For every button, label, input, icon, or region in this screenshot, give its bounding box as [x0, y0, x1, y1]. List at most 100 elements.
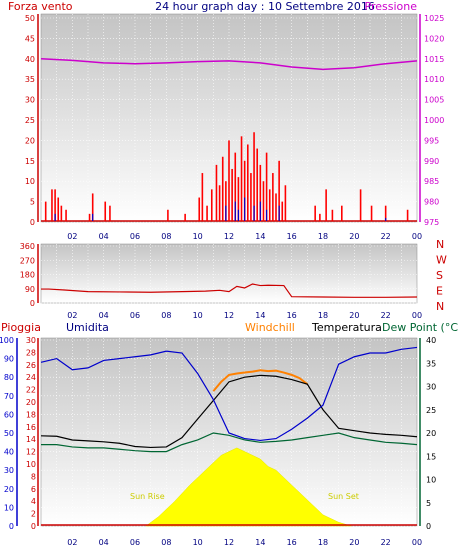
rain-y-tick: 6	[31, 485, 36, 494]
temp-x-tick: 00	[412, 538, 422, 547]
direction-y-tick: 360	[20, 242, 35, 251]
direction-x-tick: 14	[255, 311, 265, 320]
wind-x-tick: 06	[130, 232, 140, 241]
direction-y-tick: 90	[25, 285, 35, 294]
humidity-y-tick: 50	[4, 429, 14, 438]
temp-x-tick: 14	[255, 538, 265, 547]
pressure-y-tick: 1000	[424, 116, 444, 125]
direction-x-tick: 20	[349, 311, 359, 320]
temp-x-tick: 10	[193, 538, 203, 547]
rain-y-tick: 4	[31, 497, 36, 506]
direction-x-tick: 04	[99, 311, 109, 320]
compass-label: N	[436, 238, 444, 251]
pressure-line	[40, 58, 418, 71]
rain-y-tick: 20	[26, 398, 36, 407]
wind-x-tick: 12	[224, 232, 234, 241]
wind-x-tick: 18	[318, 232, 328, 241]
wind-title: Forza vento	[8, 0, 73, 13]
sun-set-label: Sun Set	[328, 492, 359, 501]
direction-x-tick: 00	[412, 311, 422, 320]
solar-area	[145, 447, 352, 527]
temp-y-tick: 40	[426, 336, 436, 345]
temp-x-tick: 16	[287, 538, 297, 547]
humidity-y-tick: 30	[4, 466, 14, 475]
pressure-y-tick: 985	[424, 177, 439, 186]
direction-x-tick: 22	[381, 311, 391, 320]
temp-x-tick: 12	[224, 538, 234, 547]
rain-y-tick: 18	[26, 410, 36, 419]
pressure-y-tick: 980	[424, 198, 439, 207]
rain-y-tick: 28	[26, 348, 36, 357]
wind-x-tick: 10	[193, 232, 203, 241]
direction-x-tick: 10	[193, 311, 203, 320]
humidity-y-tick: 0	[9, 522, 14, 531]
wind-y-tick: 45	[25, 34, 35, 43]
humidity-y-tick: 80	[4, 373, 14, 382]
pressure-y-tick: 1010	[424, 75, 444, 84]
temp-y-tick: 10	[426, 476, 436, 485]
wind-x-tick: 00	[412, 232, 422, 241]
dewpoint-line	[41, 432, 418, 453]
compass-label: W	[436, 254, 447, 267]
pressure-title: Pressione	[365, 0, 418, 13]
wind-x-tick: 04	[99, 232, 109, 241]
rain-y-tick: 8	[31, 472, 36, 481]
humidity-y-tick: 20	[4, 485, 14, 494]
rain-y-tick: 26	[26, 361, 36, 370]
windchill-label: Windchill	[245, 321, 295, 334]
chart-title: 24 hour graph day : 10 Settembre 2016	[155, 0, 375, 13]
temp-x-tick: 08	[161, 538, 171, 547]
direction-line	[41, 283, 418, 298]
rain-y-tick: 2	[31, 510, 36, 519]
rain-y-tick: 24	[26, 373, 36, 382]
rain-y-tick: 14	[26, 435, 36, 444]
humidity-y-tick: 70	[4, 392, 14, 401]
temp-y-tick: 15	[426, 452, 436, 461]
wind-x-tick: 02	[67, 232, 77, 241]
windchill-line	[212, 369, 308, 392]
wind-y-tick: 40	[25, 55, 35, 64]
compass-label: S	[436, 269, 443, 282]
temp-x-tick: 06	[130, 538, 140, 547]
temp-y-tick: 35	[426, 359, 436, 368]
pressure-y-tick: 1020	[424, 34, 444, 43]
direction-x-tick: 16	[287, 311, 297, 320]
temp-y-tick: 30	[426, 383, 436, 392]
direction-x-tick: 12	[224, 311, 234, 320]
wind-y-tick: 35	[25, 75, 35, 84]
temp-x-tick: 18	[318, 538, 328, 547]
humidity-y-tick: 10	[4, 503, 14, 512]
direction-y-tick: 180	[20, 271, 35, 280]
wind-y-tick: 5	[30, 198, 35, 207]
rain-y-tick: 22	[26, 386, 36, 395]
temp-y-tick: 20	[426, 429, 436, 438]
pressure-y-tick: 1015	[424, 55, 444, 64]
rain-y-tick: 16	[26, 423, 36, 432]
temp-x-tick: 22	[381, 538, 391, 547]
direction-x-tick: 02	[67, 311, 77, 320]
temp-x-tick: 20	[349, 538, 359, 547]
wind-x-tick: 16	[287, 232, 297, 241]
temp-x-tick: 04	[99, 538, 109, 547]
humidity-y-tick: 100	[0, 336, 14, 345]
direction-y-tick: 0	[30, 299, 35, 308]
wind-x-tick: 20	[349, 232, 359, 241]
pressure-y-tick: 990	[424, 157, 439, 166]
wind-y-tick: 50	[25, 14, 35, 23]
wind-y-tick: 15	[25, 157, 35, 166]
humidity-y-tick: 60	[4, 410, 14, 419]
wind-x-tick: 14	[255, 232, 265, 241]
temp-y-tick: 25	[426, 406, 436, 415]
wind-x-tick: 22	[381, 232, 391, 241]
direction-x-tick: 18	[318, 311, 328, 320]
compass-label: E	[436, 285, 443, 298]
direction-x-tick: 08	[161, 311, 171, 320]
humidity-label: Umidita	[66, 321, 109, 334]
wind-pressure-panel: 0510152025303540455097598098599099510001…	[25, 13, 444, 241]
wind-y-tick: 25	[25, 116, 35, 125]
rain-y-tick: 0	[31, 522, 36, 531]
compass-label: N	[436, 300, 444, 313]
rain-y-tick: 10	[26, 460, 36, 469]
